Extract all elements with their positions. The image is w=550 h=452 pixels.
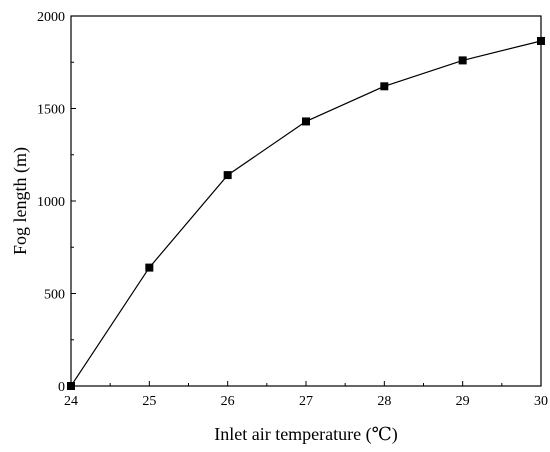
y-tick-label-0: 0 — [58, 380, 65, 395]
data-markers — [67, 36, 545, 390]
x-tick-label-27: 27 — [299, 394, 313, 409]
x-tick-label-28: 28 — [377, 394, 391, 409]
data-point-24 — [67, 382, 75, 390]
data-point-27 — [302, 117, 310, 126]
data-point-28 — [380, 82, 389, 91]
x-axis-title: Inlet air temperature (℃) — [214, 424, 398, 445]
data-point-29 — [458, 56, 467, 65]
data-point-26 — [223, 171, 232, 180]
series-line — [70, 40, 542, 387]
y-tick-label-1500: 1500 — [37, 103, 65, 118]
data-point-25 — [145, 263, 154, 272]
y-tick-label-2000: 2000 — [37, 10, 65, 25]
x-tick-label-25: 25 — [142, 394, 156, 409]
x-tick-label-30: 30 — [534, 394, 548, 409]
axis-ticks — [70, 15, 542, 387]
x-tick-label-29: 29 — [456, 394, 470, 409]
y-tick-label-500: 500 — [44, 288, 65, 303]
data-point-30 — [537, 36, 545, 45]
y-axis-title: Fog length (m) — [10, 147, 31, 255]
plot-frame — [70, 15, 542, 387]
y-tick-label-1000: 1000 — [37, 195, 65, 210]
x-tick-label-26: 26 — [221, 394, 235, 409]
x-tick-label-24: 24 — [64, 394, 78, 409]
tick-labels: 24 25 26 27 28 29 30 0 500 1000 1500 2000 — [37, 10, 548, 409]
